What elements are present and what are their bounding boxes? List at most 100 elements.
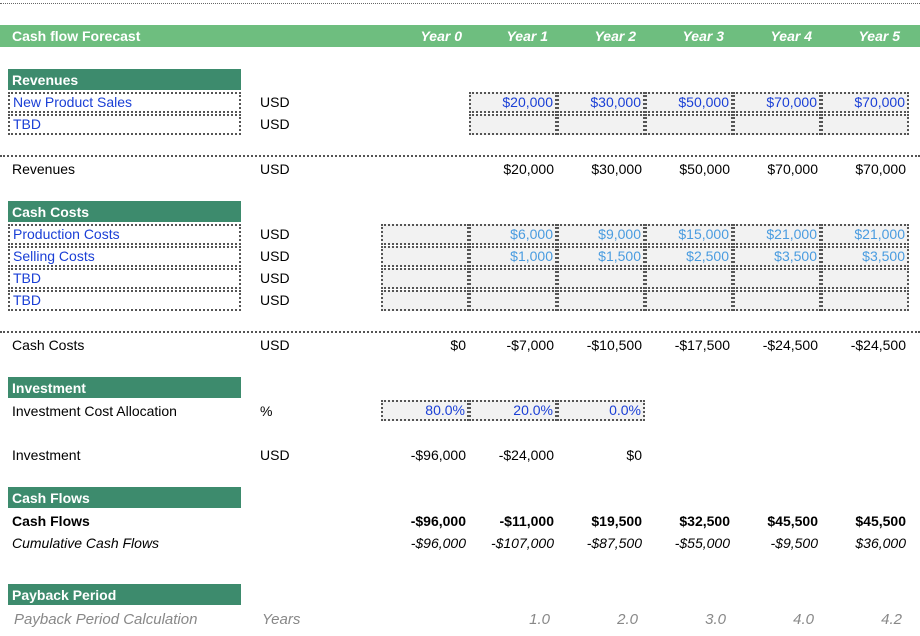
investment-allocation-label: Investment Cost Allocation [12, 403, 177, 419]
cumulative-cash-flows-label: Cumulative Cash Flows [12, 535, 160, 551]
cost-input-cell[interactable]: $9,000 [557, 224, 645, 245]
investment-total-value: $0 [626, 447, 642, 463]
cash-costs-total-value: -$7,000 [506, 337, 554, 353]
cash-costs-total-value: -$24,500 [762, 337, 818, 353]
cash-costs-total-value: $0 [450, 337, 466, 353]
cost-input-cell[interactable] [557, 290, 645, 311]
cost-input-cell[interactable]: $6,000 [469, 224, 557, 245]
cash-costs-total-value: -$24,500 [850, 337, 906, 353]
tbd-cost-label[interactable]: TBD [8, 290, 241, 311]
payback-value: 4.0 [793, 611, 814, 628]
year-5-header[interactable]: Year 5 [858, 28, 900, 44]
unit-label: USD [260, 94, 290, 110]
cost-input-cell[interactable]: $1,000 [469, 246, 557, 267]
cost-input-cell[interactable] [821, 290, 909, 311]
revenues-total-value: $70,000 [855, 161, 906, 177]
investment-total-value: -$96,000 [410, 447, 466, 463]
cost-input-cell[interactable] [733, 290, 821, 311]
cash-flows-section-header: Cash Flows [8, 487, 241, 508]
unit-label: USD [260, 248, 290, 264]
unit-label: USD [260, 292, 290, 308]
cost-input-cell[interactable] [557, 268, 645, 289]
cost-input-cell[interactable] [381, 246, 469, 267]
cash-flow-value: $32,500 [679, 513, 730, 529]
revenue-input-cell[interactable]: $50,000 [645, 92, 733, 113]
allocation-input-cell[interactable]: 0.0% [557, 400, 645, 421]
year-0-header[interactable]: Year 0 [420, 28, 462, 44]
cumulative-cash-flow-value: -$55,000 [674, 535, 730, 551]
unit-label: USD [260, 270, 290, 286]
allocation-input-cell[interactable]: 20.0% [469, 400, 557, 421]
cost-input-cell[interactable] [469, 268, 557, 289]
year-1-header[interactable]: Year 1 [506, 28, 548, 44]
production-costs-label[interactable]: Production Costs [8, 224, 241, 245]
tbd-cost-label[interactable]: TBD [8, 268, 241, 289]
revenues-total-value: $50,000 [679, 161, 730, 177]
cash-flow-value: -$11,000 [499, 513, 555, 529]
revenue-input-cell[interactable] [733, 114, 821, 135]
cash-costs-total-divider [0, 331, 920, 333]
revenues-total-value: $20,000 [503, 161, 554, 177]
revenue-input-cell[interactable] [821, 114, 909, 135]
selling-costs-label[interactable]: Selling Costs [8, 246, 241, 267]
revenues-total-value: $30,000 [591, 161, 642, 177]
year-2-header[interactable]: Year 2 [594, 28, 636, 44]
new-product-sales-label[interactable]: New Product Sales [8, 92, 241, 113]
revenue-input-cell[interactable] [557, 114, 645, 135]
revenue-input-cell[interactable]: $70,000 [821, 92, 909, 113]
cost-input-cell[interactable]: $3,500 [733, 246, 821, 267]
cost-input-cell[interactable] [645, 268, 733, 289]
cumulative-cash-flow-value: $36,000 [855, 535, 906, 551]
cash-costs-total-value: -$10,500 [586, 337, 642, 353]
payback-value: 1.0 [529, 611, 550, 628]
cost-input-cell[interactable]: $21,000 [733, 224, 821, 245]
unit-label: USD [260, 447, 290, 463]
sheet-title: Cash flow Forecast [12, 28, 141, 44]
cost-input-cell[interactable]: $21,000 [821, 224, 909, 245]
top-border [0, 3, 920, 4]
cash-costs-section-header: Cash Costs [8, 201, 241, 222]
cost-input-cell[interactable]: $1,500 [557, 246, 645, 267]
cumulative-cash-flow-value: -$107,000 [490, 535, 554, 551]
cash-costs-total-value: -$17,500 [674, 337, 730, 353]
cumulative-cash-flow-value: -$9,500 [770, 535, 818, 551]
cost-input-cell[interactable] [645, 290, 733, 311]
investment-section-header: Investment [8, 377, 241, 398]
revenue-input-cell[interactable]: $20,000 [469, 92, 557, 113]
payback-section-header: Payback Period [8, 584, 241, 605]
tbd-revenue-label[interactable]: TBD [8, 114, 241, 135]
revenues-total-label: Revenues [12, 161, 76, 177]
cost-input-cell[interactable] [733, 268, 821, 289]
cash-flow-value: -$96,000 [410, 513, 466, 529]
cost-input-cell[interactable] [381, 268, 469, 289]
payback-value: 4.2 [881, 611, 902, 628]
header-row: Cash flow Forecast Year 0 Year 1 Year 2 … [0, 25, 920, 47]
year-4-header[interactable]: Year 4 [770, 28, 812, 44]
revenues-total-value: $70,000 [767, 161, 818, 177]
cost-input-cell[interactable] [381, 224, 469, 245]
revenue-input-cell[interactable] [469, 114, 557, 135]
payback-calc-label: Payback Period Calculation [14, 611, 198, 628]
cash-flow-value: $45,500 [767, 513, 818, 529]
year-3-header[interactable]: Year 3 [682, 28, 724, 44]
investment-total-label: Investment [12, 447, 81, 463]
cost-input-cell[interactable]: $2,500 [645, 246, 733, 267]
cost-input-cell[interactable] [821, 268, 909, 289]
cumulative-cash-flow-value: -$96,000 [410, 535, 466, 551]
revenues-section-header: Revenues [8, 69, 241, 90]
allocation-input-cell[interactable]: 80.0% [381, 400, 469, 421]
cash-flow-value: $45,500 [855, 513, 906, 529]
revenue-input-cell[interactable] [645, 114, 733, 135]
unit-label: USD [260, 161, 290, 177]
cost-input-cell[interactable]: $15,000 [645, 224, 733, 245]
cost-input-cell[interactable] [381, 290, 469, 311]
unit-label: % [260, 403, 273, 419]
revenue-input-cell[interactable]: $30,000 [557, 92, 645, 113]
cost-input-cell[interactable]: $3,500 [821, 246, 909, 267]
cash-costs-total-label: Cash Costs [12, 337, 85, 353]
revenue-input-cell[interactable]: $70,000 [733, 92, 821, 113]
payback-value: 3.0 [705, 611, 726, 628]
payback-unit-label: Years [262, 611, 301, 628]
cost-input-cell[interactable] [469, 290, 557, 311]
unit-label: USD [260, 226, 290, 242]
